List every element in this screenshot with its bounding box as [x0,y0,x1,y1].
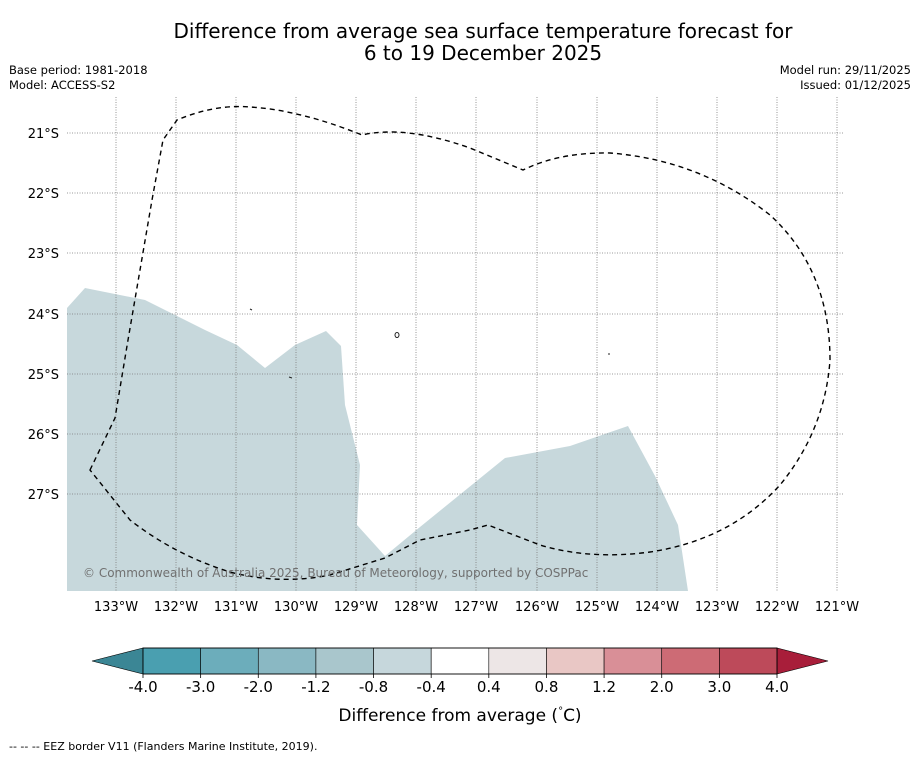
lon-label: 128°W [394,600,438,615]
colorbar-segment [488,647,547,675]
island [394,332,400,338]
lon-label: 127°W [454,600,498,615]
lon-label: 121°W [815,600,859,615]
lon-label: 133°W [94,600,138,615]
colorbar-tick-label: 0.4 [477,678,501,696]
title-line-2: 6 to 19 December 2025 [363,41,603,65]
anomaly-region [67,288,688,591]
colorbar-title: Difference from average (°C) [338,706,581,726]
colorbar-tick-label: 4.0 [765,678,789,696]
colorbar: -4.0 -3.0 -2.0 -1.2 -0.8 -0.4 0.4 0.8 1.2 2.0 3.0 4… [91,647,829,726]
lon-labels: 133°W 132°W 131°W 130°W 129°W 128°W 127°… [94,600,859,615]
lat-label: 25°S [28,368,59,383]
lon-label: 122°W [755,600,799,615]
lat-labels: 21°S 22°S 23°S 24°S 25°S 26°S 27°S [28,127,59,503]
colorbar-segment [430,647,490,675]
colorbar-segment [200,647,259,675]
lon-label: 130°W [274,600,318,615]
lon-label: 131°W [214,600,258,615]
issued-date: Issued: 01/12/2025 [800,78,911,92]
colorbar-tick-label: -1.2 [301,678,330,696]
colorbar-segment [661,647,720,675]
colorbar-tick-label: -2.0 [244,678,273,696]
colorbar-tick-label: 2.0 [650,678,674,696]
model-run: Model run: 29/11/2025 [779,63,911,77]
lon-label: 132°W [154,600,198,615]
colorbar-outline [142,647,778,675]
colorbar-tick-label: -0.4 [417,678,446,696]
island [249,308,253,311]
colorbar-tick-label: -4.0 [128,678,157,696]
colorbar-segment [546,647,605,675]
eez-border [89,105,831,581]
colorbar-over-arrow [776,647,829,675]
map-title: Difference from average sea surface temp… [0,20,919,64]
lat-label: 23°S [28,247,59,262]
colorbar-segment [142,647,201,675]
colorbar-tick-label: 0.8 [535,678,559,696]
colorbar-tick-label: -0.8 [359,678,388,696]
lon-label: 123°W [695,600,739,615]
copyright-notice: © Commonwealth of Australia 2025, Bureau… [83,566,588,580]
model-name: Model: ACCESS-S2 [9,78,116,92]
lat-label: 26°S [28,428,59,443]
island [288,376,293,379]
lat-label: 24°S [28,308,59,323]
base-period: Base period: 1981-2018 [9,63,148,77]
meta-right: Model run: 29/11/2025 Issued: 01/12/2025 [780,63,911,93]
lon-label: 126°W [515,600,559,615]
anomaly-patch [545,580,580,591]
colorbar-segment [373,647,432,675]
lon-label: 124°W [635,600,679,615]
lat-label: 27°S [28,488,59,503]
lon-label: 125°W [575,600,619,615]
colorbar-under-arrow [91,647,144,675]
colorbar-segment [257,647,317,675]
gridlines [67,97,844,591]
colorbar-segment [603,647,663,675]
colorbar-tick-label: 3.0 [707,678,731,696]
lat-label: 22°S [28,187,59,202]
meta-left: Base period: 1981-2018 Model: ACCESS-S2 [9,63,148,93]
lon-label: 129°W [334,600,378,615]
colorbar-tick-label: -3.0 [186,678,215,696]
lat-label: 21°S [28,127,59,142]
colorbar-segment [315,647,374,675]
title-line-1: Difference from average sea surface temp… [173,19,793,43]
map-area: © Commonwealth of Australia 2025, Bureau… [67,97,844,591]
colorbar-segment [719,647,778,675]
footnote-eez-source: -- -- -- EEZ border V11 (Flanders Marine… [9,740,318,753]
colorbar-tick-label: 1.2 [592,678,616,696]
